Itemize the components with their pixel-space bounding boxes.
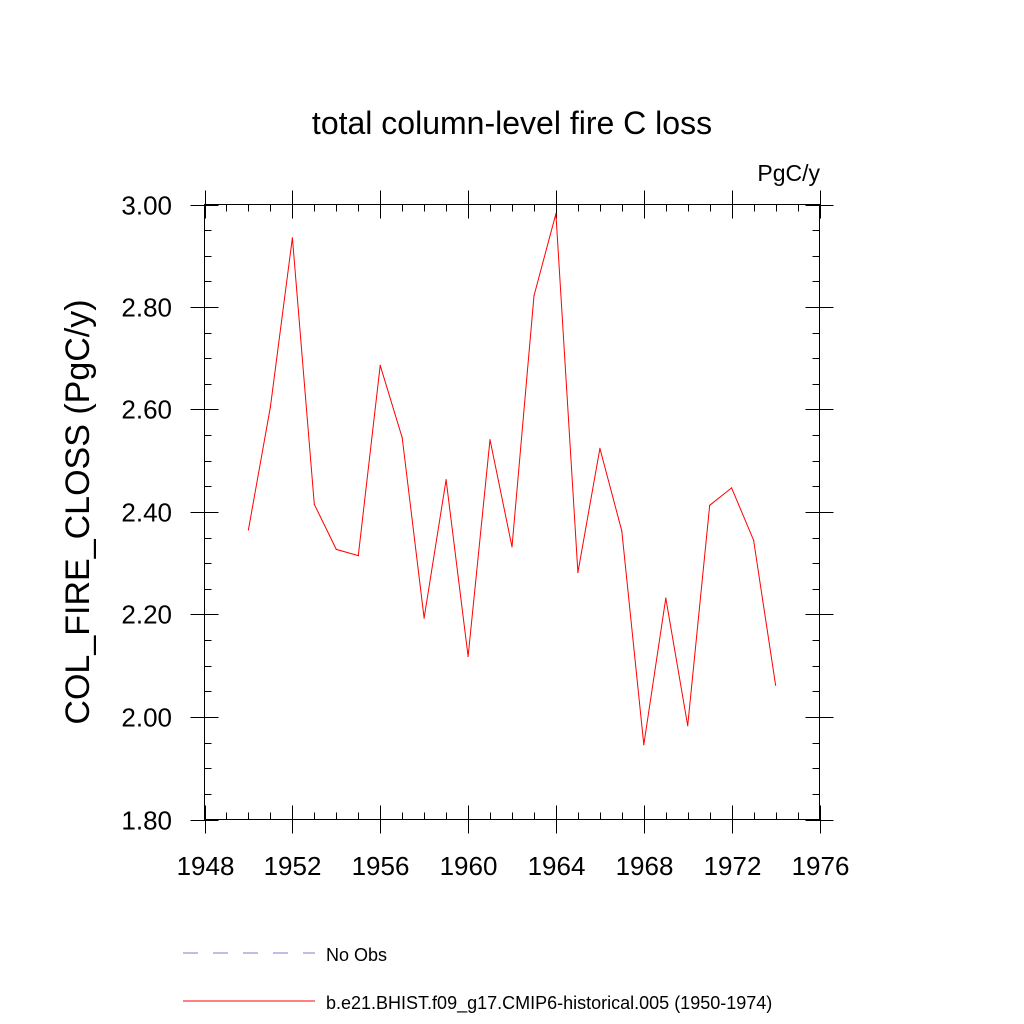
y-axis-label: COL_FIRE_CLOSS (PgC/y)	[59, 299, 97, 724]
x-tick-label: 1976	[792, 851, 850, 881]
data-point	[687, 725, 689, 727]
data-point	[423, 617, 425, 619]
y-tick-label: 2.60	[121, 395, 172, 425]
legend-label-no-obs: No Obs	[326, 945, 388, 965]
data-point	[269, 406, 271, 408]
units-label: PgC/y	[757, 160, 820, 186]
legend-label-historical-run: b.e21.BHIST.f09_g17.CMIP6-historical.005…	[326, 993, 773, 1013]
y-tick-label: 1.80	[121, 806, 172, 836]
x-tick-label: 1960	[440, 851, 498, 881]
x-axis: 1948 1952 1956 1960 1964 1968 1972 1976	[177, 190, 850, 881]
legend-item-historical-run: b.e21.BHIST.f09_g17.CMIP6-historical.005…	[183, 986, 903, 1016]
x-tick-label: 1972	[704, 851, 762, 881]
x-tick-label: 1968	[616, 851, 674, 881]
y-tick-label: 2.40	[121, 498, 172, 528]
series-layer	[247, 213, 777, 746]
data-point	[753, 539, 755, 541]
data-point	[577, 571, 579, 574]
data-point	[643, 744, 645, 746]
data-point	[335, 548, 337, 551]
y-axis: 1.80 2.00 2.20 2.40 2.60 2.80 3.00	[121, 191, 834, 836]
data-point	[401, 437, 403, 439]
data-point	[445, 479, 447, 481]
x-tick-label: 1948	[177, 851, 235, 881]
data-point	[665, 597, 667, 599]
data-point	[599, 447, 601, 449]
data-point	[533, 295, 535, 297]
y-tick-label: 2.00	[121, 703, 172, 733]
series-line	[247, 213, 777, 745]
legend-swatch-dashed	[183, 952, 315, 954]
data-point	[291, 237, 293, 239]
y-tick-label: 3.00	[121, 191, 172, 221]
data-point	[555, 213, 557, 215]
legend-swatch-solid	[183, 1000, 315, 1002]
data-point	[775, 684, 777, 686]
data-point	[731, 487, 733, 489]
data-point	[511, 546, 513, 548]
data-point	[489, 439, 491, 441]
x-tick-label: 1956	[352, 851, 410, 881]
x-tick-label: 1952	[264, 851, 322, 881]
data-point	[709, 504, 711, 506]
x-tick-label: 1964	[528, 851, 586, 881]
data-point	[313, 503, 315, 505]
chart-title: total column-level fire C loss	[312, 105, 712, 141]
data-point	[467, 655, 469, 658]
data-point	[357, 555, 359, 557]
y-tick-label: 2.20	[121, 600, 172, 630]
legend-item-no-obs: No Obs	[183, 938, 903, 968]
data-point	[379, 364, 381, 366]
y-tick-label: 2.80	[121, 293, 172, 323]
data-point	[621, 530, 623, 532]
data-point	[247, 529, 249, 531]
